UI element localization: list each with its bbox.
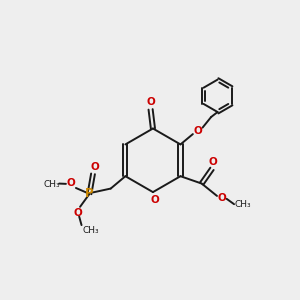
Text: O: O xyxy=(150,195,159,205)
Text: CH₃: CH₃ xyxy=(44,180,60,189)
Text: O: O xyxy=(194,126,203,136)
Text: O: O xyxy=(90,162,99,172)
Text: P: P xyxy=(85,188,94,200)
Text: O: O xyxy=(74,208,83,218)
Text: O: O xyxy=(218,193,227,203)
Text: CH₃: CH₃ xyxy=(235,200,251,209)
Text: O: O xyxy=(146,97,155,107)
Text: O: O xyxy=(66,178,75,188)
Text: O: O xyxy=(208,157,217,167)
Text: CH₃: CH₃ xyxy=(82,226,99,235)
